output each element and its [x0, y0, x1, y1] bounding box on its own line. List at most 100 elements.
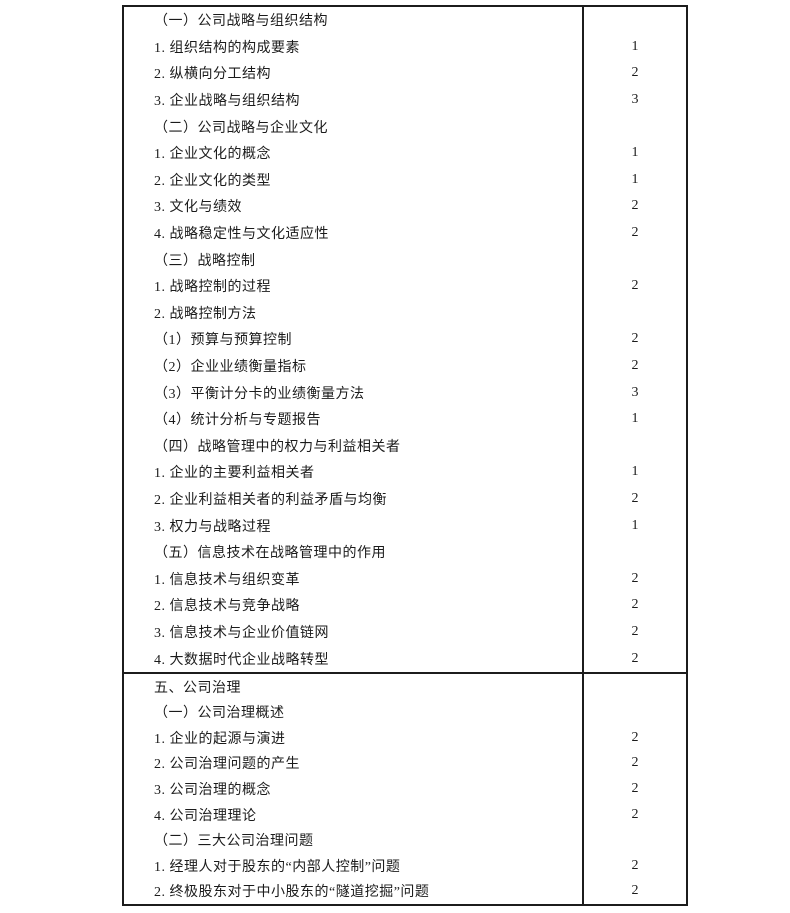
row-ability-level: 2 [582, 565, 686, 593]
table-row: 4. 公司治理理论 2 [124, 801, 686, 828]
row-content-text: 2. 企业利益相关者的利益矛盾与均衡 [154, 492, 387, 508]
row-content-text: 3. 权力与战略过程 [154, 519, 271, 535]
table-row: （4）统计分析与专题报告 1 [124, 405, 686, 433]
table-row: 3. 文化与绩效 2 [124, 193, 686, 220]
row-content-text: 1. 企业的主要利益相关者 [154, 466, 315, 482]
row-content-text: （二）三大公司治理问题 [154, 834, 314, 850]
row-content-text: 1. 信息技术与组织变革 [154, 572, 300, 588]
row-ability-level: 2 [582, 592, 686, 619]
table-row: （3）平衡计分卡的业绩衡量方法 3 [124, 379, 686, 406]
row-content-text: （3）平衡计分卡的业绩衡量方法 [154, 386, 365, 402]
row-ability-level [582, 299, 686, 327]
row-content-text: 4. 战略稳定性与文化适应性 [154, 227, 329, 243]
row-content-text: 3. 公司治理的概念 [154, 783, 271, 799]
row-content-text: （4）统计分析与专题报告 [154, 413, 321, 429]
table-row: 五、公司治理 [124, 673, 686, 700]
row-ability-level: 3 [582, 379, 686, 406]
table-row: 1. 企业的主要利益相关者 1 [124, 459, 686, 486]
table-row: 3. 企业战略与组织结构 3 [124, 86, 686, 114]
row-content-text: （三）战略控制 [154, 253, 256, 269]
row-ability-level: 1 [582, 512, 686, 539]
row-ability-level [582, 827, 686, 853]
row-ability-level: 1 [582, 166, 686, 194]
row-ability-level [582, 673, 686, 700]
row-ability-level: 2 [582, 272, 686, 300]
row-ability-level: 2 [582, 326, 686, 353]
table-row: （三）战略控制 [124, 246, 686, 273]
row-ability-level: 2 [582, 193, 686, 220]
row-content-text: 1. 战略控制的过程 [154, 280, 271, 296]
row-content-text: 4. 公司治理理论 [154, 808, 257, 824]
table-row: 1. 组织结构的构成要素 1 [124, 33, 686, 61]
row-ability-level [582, 7, 686, 34]
row-ability-level: 2 [582, 485, 686, 513]
row-content-text: （2）企业业绩衡量指标 [154, 360, 307, 376]
row-ability-level: 2 [582, 352, 686, 380]
table-row: 2. 终极股东对于中小股东的“隧道挖掘”问题 2 [124, 878, 686, 905]
table-row: （五）信息技术在战略管理中的作用 [124, 538, 686, 566]
table-row: 2. 纵横向分工结构 2 [124, 60, 686, 87]
row-content-text: 2. 战略控制方法 [154, 306, 257, 322]
table-row: （四）战略管理中的权力与利益相关者 [124, 432, 686, 460]
table-row: 1. 企业文化的概念 1 [124, 139, 686, 167]
row-content-text: 3. 文化与绩效 [154, 200, 242, 216]
row-ability-level: 2 [582, 725, 686, 751]
table-row: （一）公司战略与组织结构 [124, 7, 686, 34]
table-row: 1. 信息技术与组织变革 2 [124, 565, 686, 593]
row-ability-level [582, 699, 686, 726]
row-ability-level: 2 [582, 878, 686, 905]
row-ability-level [582, 538, 686, 566]
table-row: 3. 权力与战略过程 1 [124, 512, 686, 539]
table-row: （一）公司治理概述 [124, 699, 686, 726]
table-row: 1. 经理人对于股东的“内部人控制”问题 2 [124, 853, 686, 879]
row-content-text: 2. 纵横向分工结构 [154, 67, 271, 83]
row-ability-level: 2 [582, 60, 686, 87]
row-ability-level: 1 [582, 139, 686, 167]
table-section-governance: 五、公司治理 （一）公司治理概述 1. 企业的起源与演进 2 2. 公司治理问题… [124, 671, 686, 905]
row-content-text: 五、公司治理 [154, 680, 241, 696]
row-content-text: 4. 大数据时代企业战略转型 [154, 652, 329, 668]
row-content-text: （二）公司战略与企业文化 [154, 120, 328, 136]
row-ability-level: 1 [582, 33, 686, 61]
row-content-text: 2. 企业文化的类型 [154, 173, 271, 189]
table-row: 2. 战略控制方法 [124, 299, 686, 327]
row-ability-level [582, 246, 686, 273]
table-row: （二）三大公司治理问题 [124, 827, 686, 853]
row-content-text: 1. 企业的起源与演进 [154, 731, 286, 747]
row-content-text: 1. 经理人对于股东的“内部人控制”问题 [154, 859, 401, 875]
row-content-text: 2. 公司治理问题的产生 [154, 757, 300, 773]
row-content-text: （一）公司战略与组织结构 [154, 14, 328, 30]
row-ability-level: 2 [582, 645, 686, 672]
row-content-text: 3. 企业战略与组织结构 [154, 94, 300, 110]
row-content-text: （一）公司治理概述 [154, 706, 285, 722]
row-ability-level: 2 [582, 776, 686, 802]
table-row: 4. 大数据时代企业战略转型 2 [124, 645, 686, 672]
table-row: 2. 企业文化的类型 1 [124, 166, 686, 194]
table-row: （1）预算与预算控制 2 [124, 326, 686, 353]
row-content-text: 1. 组织结构的构成要素 [154, 40, 300, 56]
row-content-text: 2. 信息技术与竞争战略 [154, 599, 300, 615]
table-row: 2. 公司治理问题的产生 2 [124, 750, 686, 777]
table-row: 2. 信息技术与竞争战略 2 [124, 592, 686, 619]
table-row: 4. 战略稳定性与文化适应性 2 [124, 219, 686, 247]
table-row: 3. 公司治理的概念 2 [124, 776, 686, 802]
row-content-text: （五）信息技术在战略管理中的作用 [154, 546, 386, 562]
row-content-text: （1）预算与预算控制 [154, 333, 292, 349]
row-ability-level: 3 [582, 86, 686, 114]
row-ability-level: 1 [582, 459, 686, 486]
row-content-text: 2. 终极股东对于中小股东的“隧道挖掘”问题 [154, 885, 430, 901]
row-ability-level: 2 [582, 618, 686, 646]
row-ability-level [582, 432, 686, 460]
table-section-strategy: （一）公司战略与组织结构 1. 组织结构的构成要素 1 2. 纵横向分工结构 2… [124, 7, 686, 672]
row-ability-level: 2 [582, 801, 686, 828]
table-row: （二）公司战略与企业文化 [124, 113, 686, 140]
row-ability-level: 2 [582, 219, 686, 247]
row-content-text: （四）战略管理中的权力与利益相关者 [154, 439, 401, 455]
row-content-text: 3. 信息技术与企业价值链网 [154, 625, 329, 641]
table-row: 3. 信息技术与企业价值链网 2 [124, 618, 686, 646]
row-ability-level: 1 [582, 405, 686, 433]
row-ability-level: 2 [582, 750, 686, 777]
table-row: （2）企业业绩衡量指标 2 [124, 352, 686, 380]
syllabus-table: （一）公司战略与组织结构 1. 组织结构的构成要素 1 2. 纵横向分工结构 2… [122, 5, 688, 907]
